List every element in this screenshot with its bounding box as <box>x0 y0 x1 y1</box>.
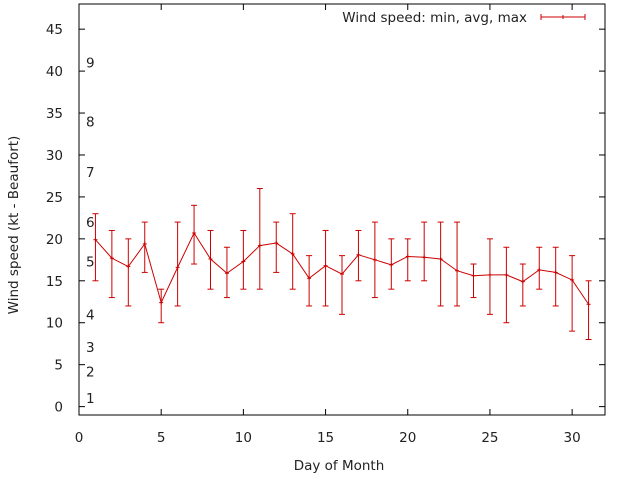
y-tick-label: 35 <box>46 106 63 122</box>
error-bars <box>92 188 592 341</box>
x-tick-label: 20 <box>399 430 416 446</box>
beaufort-label: 4 <box>86 307 95 323</box>
y-tick-label: 10 <box>46 316 63 332</box>
beaufort-label: 8 <box>86 114 95 130</box>
avg-markers <box>93 230 591 307</box>
plot-frame <box>78 3 606 416</box>
beaufort-label: 3 <box>86 340 95 356</box>
x-tick-label: 25 <box>481 430 498 446</box>
beaufort-label: 9 <box>86 56 95 72</box>
x-tick-label: 10 <box>235 430 252 446</box>
legend-sample <box>540 14 586 20</box>
y-tick-label: 30 <box>46 148 63 164</box>
beaufort-label: 5 <box>86 255 95 271</box>
x-tick-label: 30 <box>564 430 581 446</box>
y-tick-label: 20 <box>46 232 63 248</box>
legend-label: Wind speed: min, avg, max <box>342 10 527 26</box>
y-tick-label: 45 <box>46 22 63 38</box>
legend: Wind speed: min, avg, max <box>342 10 586 26</box>
y-tick-label: 40 <box>46 64 63 80</box>
beaufort-label: 2 <box>86 364 95 380</box>
y-axis-label: Wind speed (kt - Beaufort) <box>6 136 22 315</box>
beaufort-label: 1 <box>86 391 95 407</box>
y-tick-label: 25 <box>46 190 63 206</box>
y-tick-label: 15 <box>46 274 63 290</box>
x-tick-label: 15 <box>317 430 334 446</box>
beaufort-label: 7 <box>86 165 95 181</box>
x-tick-label: 5 <box>157 430 166 446</box>
x-axis-label: Day of Month <box>294 458 385 474</box>
axis-ticks <box>78 4 605 415</box>
beaufort-label: 6 <box>86 215 95 231</box>
x-tick-label: 0 <box>75 430 84 446</box>
y-tick-label: 0 <box>54 400 63 416</box>
y-tick-label: 5 <box>54 358 63 374</box>
beaufort-scale-labels: 1 2 3 4 5 6 7 8 9 <box>86 56 95 408</box>
